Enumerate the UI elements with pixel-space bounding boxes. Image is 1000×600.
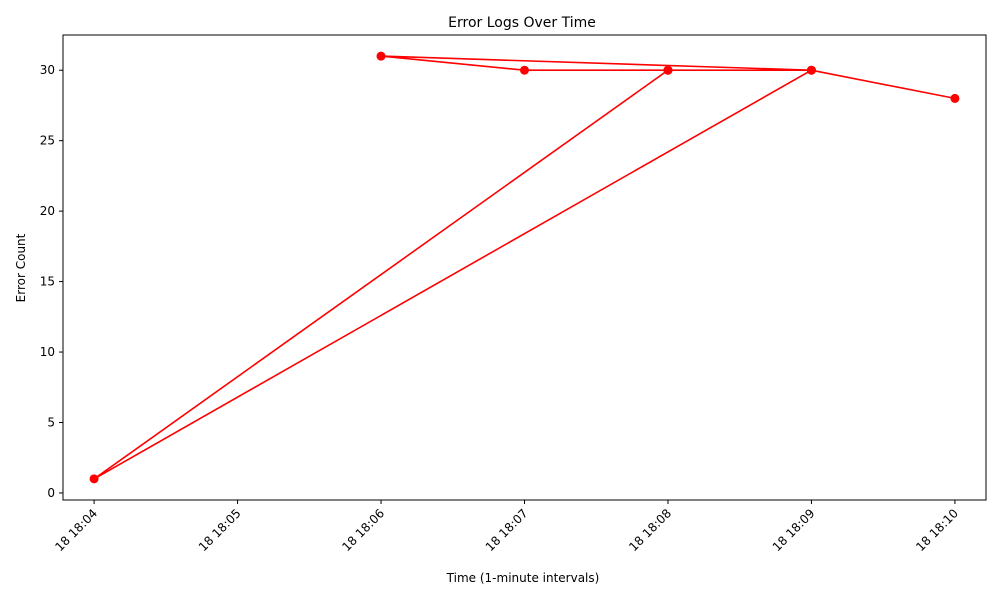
x-axis: 18 18:04 18 18:05 18 18:06 18 18:07 18 18:08… xyxy=(52,500,961,554)
x-tick-label: 18 18:10 xyxy=(913,506,961,554)
data-point xyxy=(376,51,386,61)
y-tick-label: 0 xyxy=(47,486,55,500)
x-tick-label: 18 18:05 xyxy=(196,506,244,554)
x-tick-label: 18 18:08 xyxy=(626,506,674,554)
y-axis-label: Error Count xyxy=(14,233,28,302)
plot-area xyxy=(62,34,987,501)
data-point xyxy=(520,65,529,75)
chart-title: Error Logs Over Time xyxy=(448,15,596,31)
y-tick-label: 10 xyxy=(40,345,55,359)
x-tick-label: 18 18:07 xyxy=(483,506,531,554)
x-tick-label: 18 18:04 xyxy=(52,506,100,554)
data-point xyxy=(806,65,816,75)
data-point xyxy=(663,65,673,75)
y-tick-label: 20 xyxy=(40,204,55,218)
x-tick-label: 18 18:09 xyxy=(770,506,818,554)
x-tick-label: 18 18:06 xyxy=(339,506,387,554)
y-tick-label: 30 xyxy=(40,63,55,77)
data-point xyxy=(950,93,960,103)
y-axis: 0 5 10 15 20 25 30 xyxy=(40,63,63,500)
series-line xyxy=(93,55,956,480)
x-axis-label: Time (1-minute intervals) xyxy=(446,571,600,585)
series-layer xyxy=(89,51,960,484)
y-tick-label: 25 xyxy=(40,134,55,148)
y-tick-label: 5 xyxy=(47,416,55,430)
y-tick-label: 15 xyxy=(40,275,55,289)
data-point xyxy=(89,474,99,484)
